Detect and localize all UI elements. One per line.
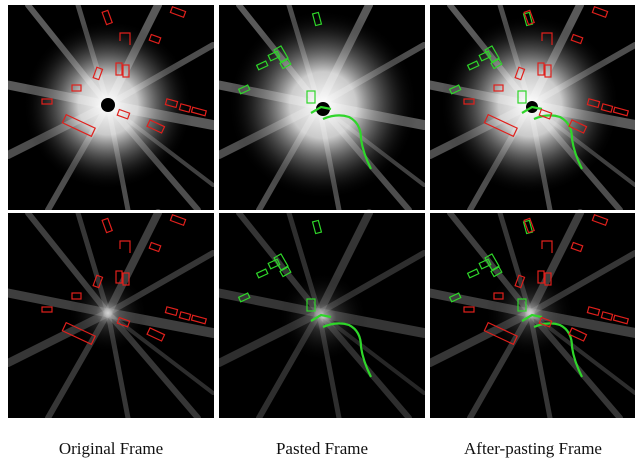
figure: Original Frame Pasted Frame After-pastin… bbox=[0, 0, 635, 460]
panel-original-bottom bbox=[8, 213, 214, 418]
panel-pasted-bottom bbox=[219, 213, 425, 418]
caption: After-pasting Frame bbox=[464, 439, 602, 458]
caption: Pasted Frame bbox=[276, 439, 368, 458]
panel-original-top bbox=[8, 5, 214, 210]
caption: Original Frame bbox=[59, 439, 163, 458]
panel-pasted-top bbox=[219, 5, 425, 210]
panel-after-bottom bbox=[430, 213, 635, 418]
panel-after-top bbox=[430, 5, 635, 210]
page: Original Frame Pasted Frame After-pastin… bbox=[0, 0, 635, 460]
